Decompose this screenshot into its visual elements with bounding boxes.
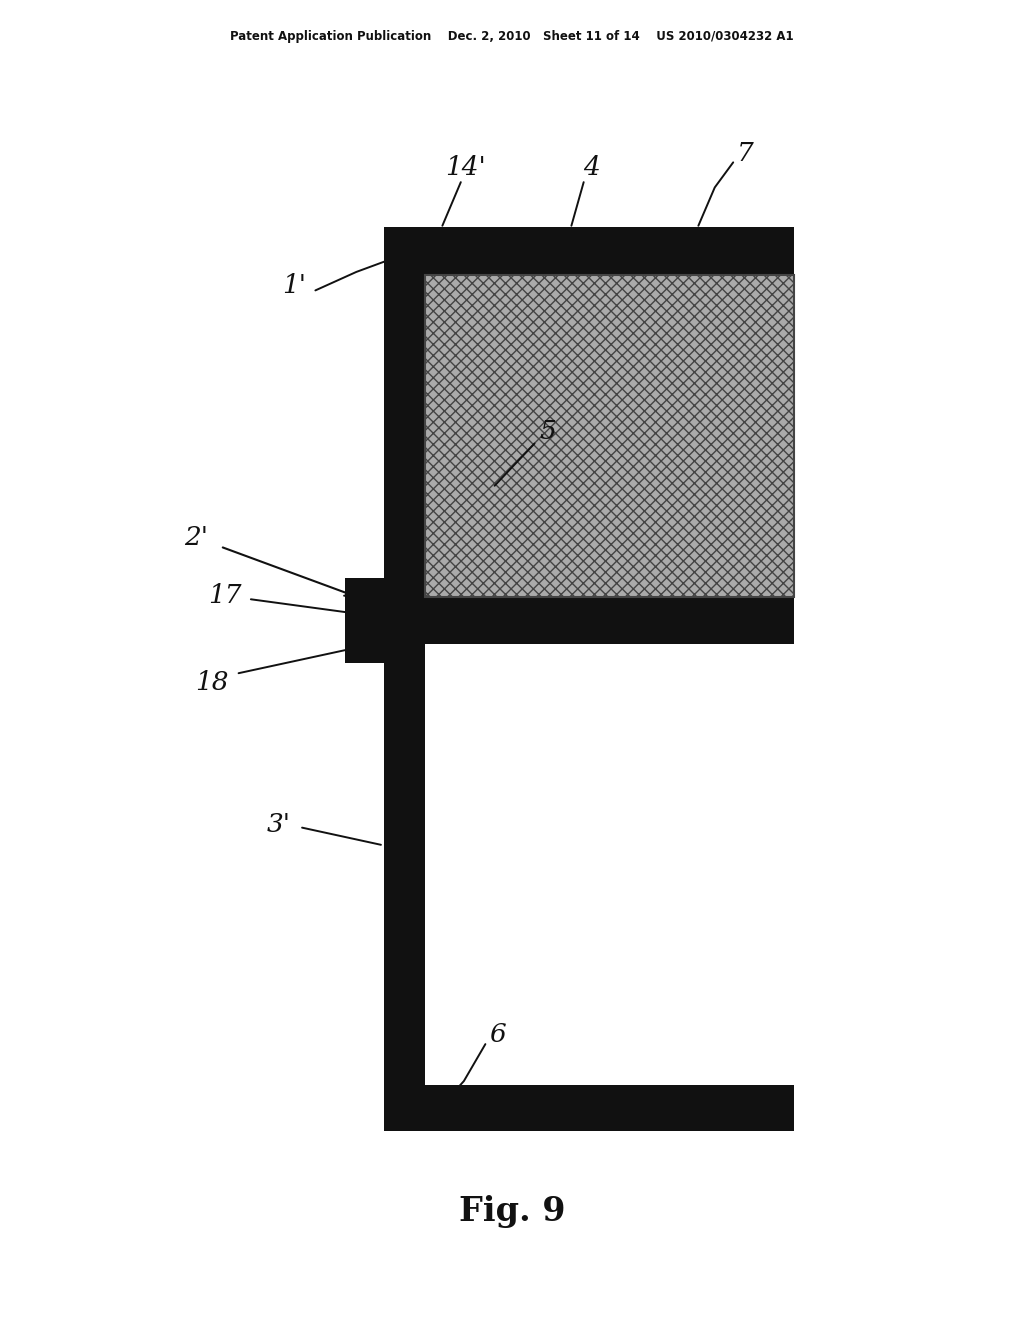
Text: 2': 2' xyxy=(184,525,209,549)
Text: 4: 4 xyxy=(584,156,600,180)
Text: 1': 1' xyxy=(282,273,306,297)
Text: 17: 17 xyxy=(209,583,242,607)
Bar xyxy=(384,275,425,578)
Text: 18: 18 xyxy=(196,671,228,694)
Text: 5: 5 xyxy=(540,420,556,444)
Text: 3': 3' xyxy=(266,813,291,837)
Text: 7: 7 xyxy=(737,141,754,165)
Bar xyxy=(384,227,794,275)
Text: 6: 6 xyxy=(489,1023,506,1047)
Bar xyxy=(345,578,425,663)
Bar xyxy=(384,663,425,1085)
Bar xyxy=(425,597,794,644)
Bar xyxy=(384,1085,794,1131)
Text: 14': 14' xyxy=(445,156,486,180)
Text: Patent Application Publication    Dec. 2, 2010   Sheet 11 of 14    US 2010/03042: Patent Application Publication Dec. 2, 2… xyxy=(230,30,794,44)
Bar xyxy=(425,275,794,597)
Text: Fig. 9: Fig. 9 xyxy=(459,1196,565,1228)
